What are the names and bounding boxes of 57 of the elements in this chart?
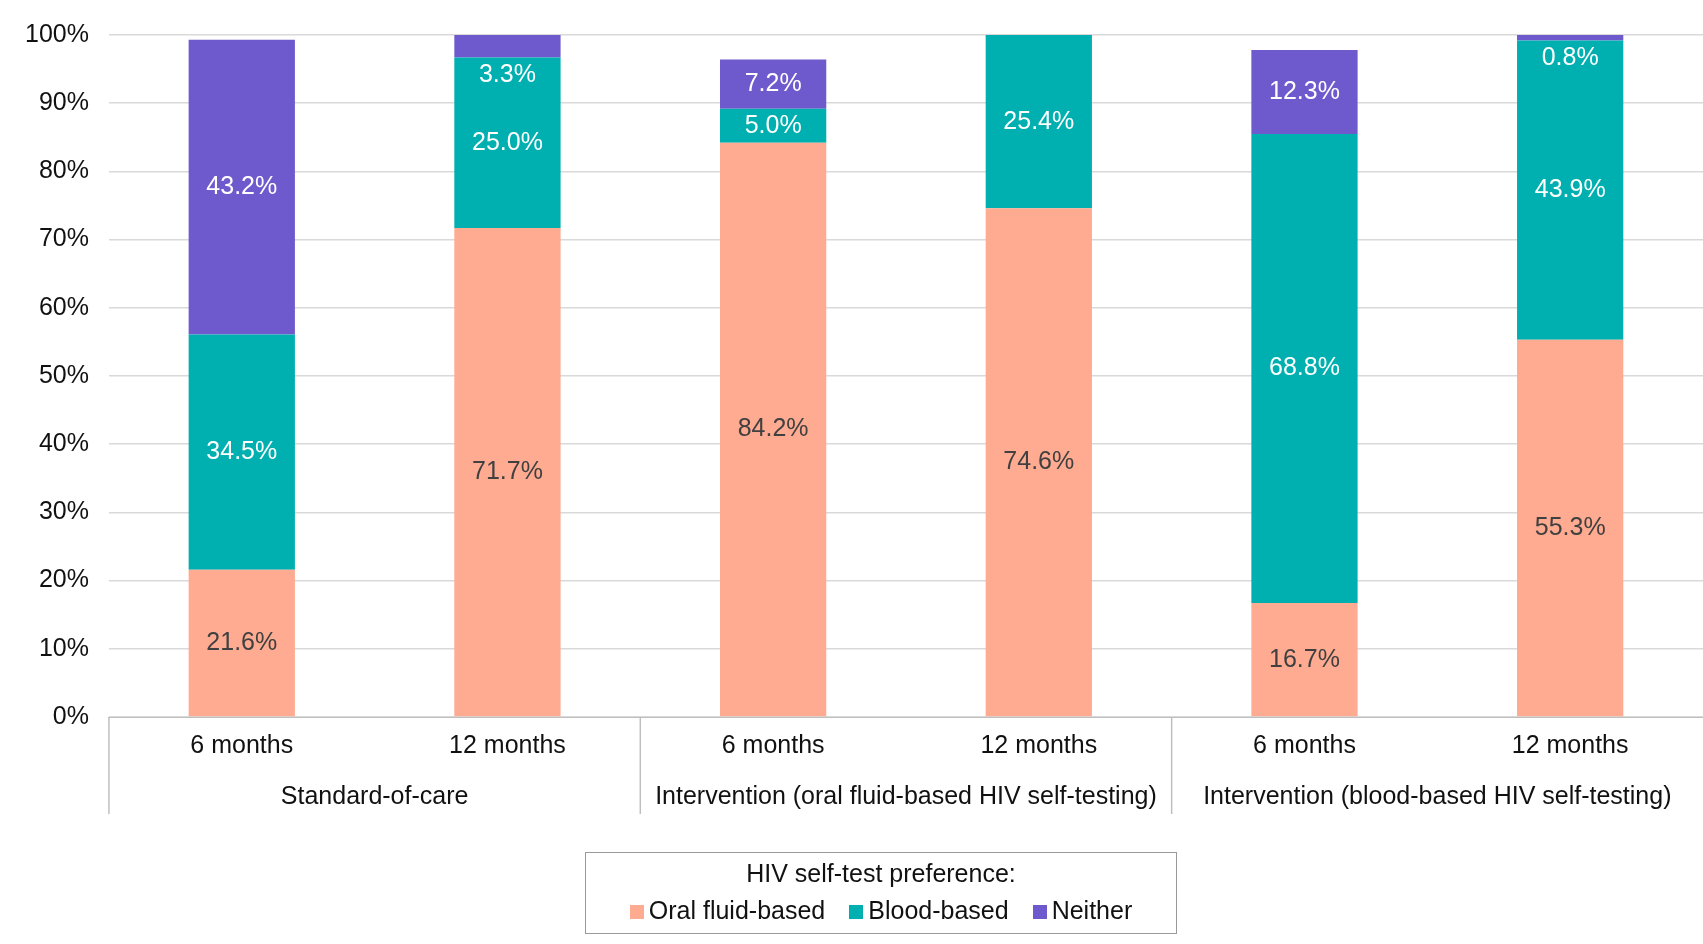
x-tick-label: 12 months: [449, 729, 566, 758]
data-label: 12.3%: [1269, 75, 1340, 104]
legend-label: Oral fluid-based: [648, 896, 826, 924]
x-tick-label: 12 months: [1511, 729, 1629, 758]
data-label: 55.3%: [1534, 511, 1606, 540]
y-tick-label: 20%: [38, 564, 89, 593]
x-tick-label: 6 months: [190, 729, 294, 758]
data-label: 25.0%: [472, 126, 543, 155]
bar: [188, 39, 295, 335]
data-label: 7.2%: [744, 67, 802, 96]
bar: [985, 208, 1092, 717]
bar: [1517, 35, 1624, 41]
y-tick-label: 70%: [38, 223, 89, 252]
bar: [985, 35, 1092, 209]
data-label: 84.2%: [737, 413, 809, 442]
text: Standard-of-care: [280, 780, 469, 809]
data-label: 43.9%: [1534, 174, 1606, 203]
bar: [454, 57, 561, 229]
y-tick-label: 80%: [38, 155, 89, 184]
data-label: 68.8%: [1269, 352, 1340, 381]
x-tick-label: 12 months: [980, 729, 1098, 758]
bar: [1251, 133, 1358, 604]
y-tick-label: 0%: [52, 700, 89, 729]
bar: [1251, 50, 1358, 134]
bar: [454, 35, 561, 58]
data-label: 71.7%: [472, 456, 543, 485]
bar: [720, 142, 827, 717]
text: Intervention (blood-based HIV self-testing): [1203, 780, 1672, 809]
data-label: 74.6%: [1003, 446, 1075, 475]
data-label: 43.2%: [206, 170, 278, 199]
x-tick-label: 6 months: [721, 729, 825, 758]
legend-label: Blood-based: [868, 896, 1009, 924]
y-tick-label: 40%: [38, 428, 89, 457]
y-tick-label: 100%: [24, 18, 89, 47]
data-label: 16.7%: [1269, 643, 1340, 672]
data-label: 0.8%: [1541, 42, 1599, 71]
y-tick-label: 90%: [38, 87, 89, 116]
data-label: 21.6%: [206, 626, 278, 655]
bar: [1517, 339, 1624, 717]
data-label: 5.0%: [744, 109, 802, 138]
y-tick-label: 50%: [38, 359, 89, 388]
legend-title: HIV self-test preference:: [745, 859, 1017, 888]
bar: [188, 334, 295, 570]
y-tick-label: 60%: [38, 291, 89, 320]
bar: [1517, 40, 1624, 340]
bar: [188, 569, 295, 717]
text: Intervention (oral fluid-based HIV self-testing): [655, 780, 1157, 809]
legend-label: Neither: [1051, 896, 1133, 924]
x-tick-label: 6 months: [1253, 729, 1356, 758]
y-tick-label: 30%: [38, 496, 89, 525]
data-label: 3.3%: [478, 59, 536, 88]
bar: [720, 59, 827, 109]
data-label: 25.4%: [1003, 105, 1075, 134]
data-label: 34.5%: [206, 435, 278, 464]
bar: [454, 228, 561, 717]
y-tick-label: 10%: [38, 632, 89, 661]
bar: [1251, 603, 1358, 717]
